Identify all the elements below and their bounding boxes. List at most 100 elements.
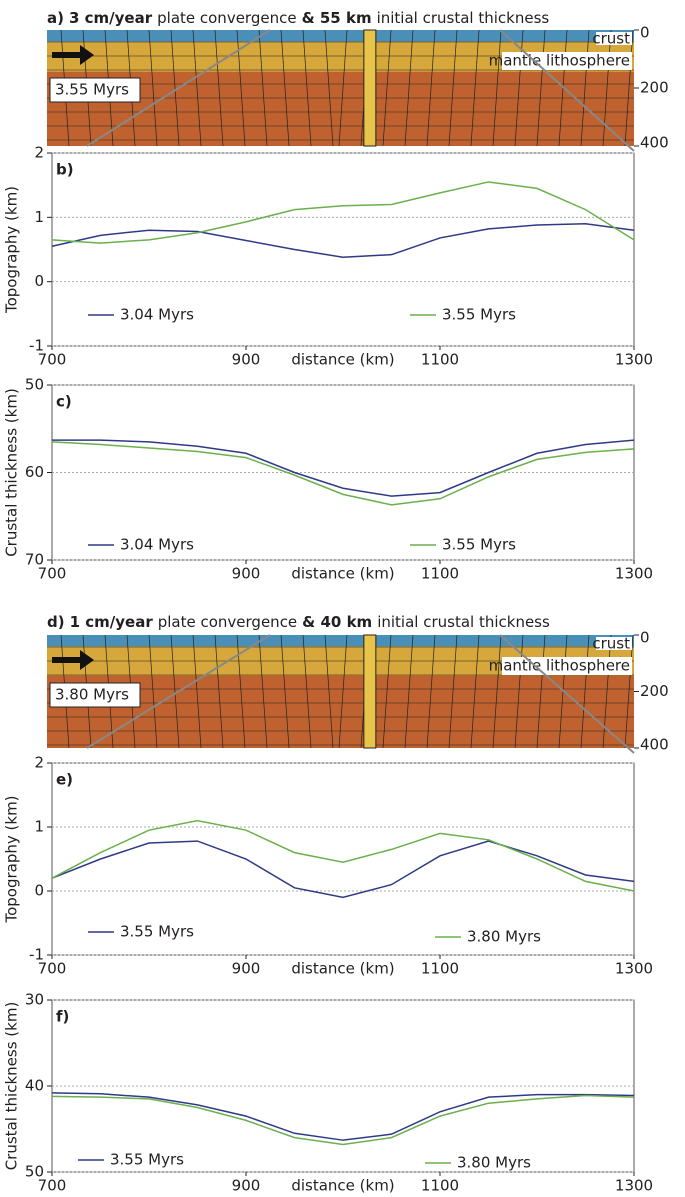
y-tick-label: 60 xyxy=(25,463,44,481)
flow-line xyxy=(602,29,612,147)
y-tick-label: 0 xyxy=(640,24,650,42)
y-tick-label: 400 xyxy=(640,736,669,754)
panel-title: d) 1 cm/year plate convergence & 40 km initi… xyxy=(47,613,550,631)
flow-line xyxy=(258,634,268,749)
title-part: plate convergence xyxy=(157,9,296,27)
legend-label: 3.80 Myrs xyxy=(457,1154,531,1172)
flow-line xyxy=(302,634,312,749)
title-part: plate convergence xyxy=(158,613,297,631)
x-tick-label: 900 xyxy=(232,351,261,369)
arrow xyxy=(52,45,94,65)
data-line xyxy=(51,181,635,244)
x-tick-label: 900 xyxy=(232,1177,261,1195)
x-axis-label: distance (km) xyxy=(291,1177,394,1195)
x-tick-label: 1300 xyxy=(615,960,653,978)
panel-label: c) xyxy=(56,393,72,411)
flow-line xyxy=(148,634,158,749)
x-tick-label: 1300 xyxy=(615,351,653,369)
flow-line xyxy=(536,29,546,147)
y-tick-label: 0 xyxy=(34,882,44,900)
title-part: a) xyxy=(47,9,64,27)
y-tick-label: 40 xyxy=(25,1077,44,1095)
x-tick-label: 1100 xyxy=(421,565,459,583)
y-tick-label: 70 xyxy=(25,551,44,569)
y-axis-label: Topography (km) xyxy=(3,186,21,314)
label-bg xyxy=(502,52,632,70)
flow-line xyxy=(426,29,436,147)
x-tick-label: 1300 xyxy=(615,1177,653,1195)
slab xyxy=(363,634,377,749)
flow-line xyxy=(338,634,348,749)
label-bg xyxy=(502,657,632,675)
flow-line xyxy=(580,29,590,147)
flow-line xyxy=(470,29,480,147)
data-line xyxy=(51,819,635,892)
slab xyxy=(363,29,377,147)
data-line xyxy=(51,1094,635,1146)
y-tick-label: 1 xyxy=(34,208,44,226)
data-line xyxy=(51,223,635,258)
y-tick-label: 200 xyxy=(640,682,669,700)
plot-frame xyxy=(51,152,635,347)
time-label: 3.80 Myrs xyxy=(55,686,129,704)
y-tick-label: 0 xyxy=(34,272,44,290)
title-part: initial crustal thickness xyxy=(377,613,550,631)
flow-line xyxy=(280,29,290,147)
title-part: d) xyxy=(47,613,65,631)
panel-label: f) xyxy=(56,1008,69,1026)
flow-line xyxy=(448,634,458,749)
flow-line xyxy=(382,634,392,749)
flow-line xyxy=(192,29,202,147)
flow-line xyxy=(580,634,590,749)
y-axis-label: Topography (km) xyxy=(3,795,21,923)
flow-line xyxy=(214,29,224,147)
y-tick-label: 0 xyxy=(640,629,650,647)
arrow xyxy=(52,650,94,670)
y-tick-label: 2 xyxy=(34,144,44,162)
title-part: & 40 km xyxy=(302,613,372,631)
flow-line xyxy=(324,29,334,147)
crust xyxy=(47,635,634,647)
title-part: initial crustal thickness xyxy=(377,9,550,27)
plot-frame xyxy=(51,384,635,561)
x-tick-label: 700 xyxy=(38,565,67,583)
y-tick-label: 30 xyxy=(25,991,44,1009)
legend-label: 3.80 Myrs xyxy=(467,928,541,946)
title-part: 1 cm/year xyxy=(70,613,154,631)
y-tick-label: -1 xyxy=(29,337,44,355)
flow-line xyxy=(492,634,502,749)
flow-line xyxy=(170,29,180,147)
time-label: 3.55 Myrs xyxy=(55,81,129,99)
label-bg xyxy=(596,32,632,45)
flow-line xyxy=(170,634,180,749)
x-tick-label: 1300 xyxy=(615,565,653,583)
layer-label: crust xyxy=(592,30,630,48)
panel-label: e) xyxy=(56,771,73,789)
x-tick-label: 1100 xyxy=(421,960,459,978)
flow-line xyxy=(624,29,634,147)
flow-line xyxy=(602,634,612,749)
y-tick-label: 1 xyxy=(34,818,44,836)
legend-label: 3.55 Myrs xyxy=(442,536,516,554)
flow-line xyxy=(536,634,546,749)
y-tick-label: 50 xyxy=(25,1163,44,1181)
flow-line xyxy=(492,29,502,147)
flow-line xyxy=(192,634,202,749)
flow-line xyxy=(470,634,480,749)
title-part: & 55 km xyxy=(302,9,372,27)
layer-label: crust xyxy=(592,635,630,653)
zoom-line xyxy=(86,29,271,147)
y-tick-label: 2 xyxy=(34,754,44,772)
crust xyxy=(47,30,634,42)
title-part: 3 cm/year xyxy=(69,9,153,27)
legend-label: 3.04 Myrs xyxy=(120,536,194,554)
x-tick-label: 700 xyxy=(38,351,67,369)
x-tick-label: 1100 xyxy=(421,351,459,369)
y-tick-label: 50 xyxy=(25,376,44,394)
x-axis-label: distance (km) xyxy=(291,351,394,369)
flow-line xyxy=(404,29,414,147)
time-box xyxy=(49,77,141,103)
label-bg xyxy=(596,637,632,650)
data-line xyxy=(51,1092,635,1141)
